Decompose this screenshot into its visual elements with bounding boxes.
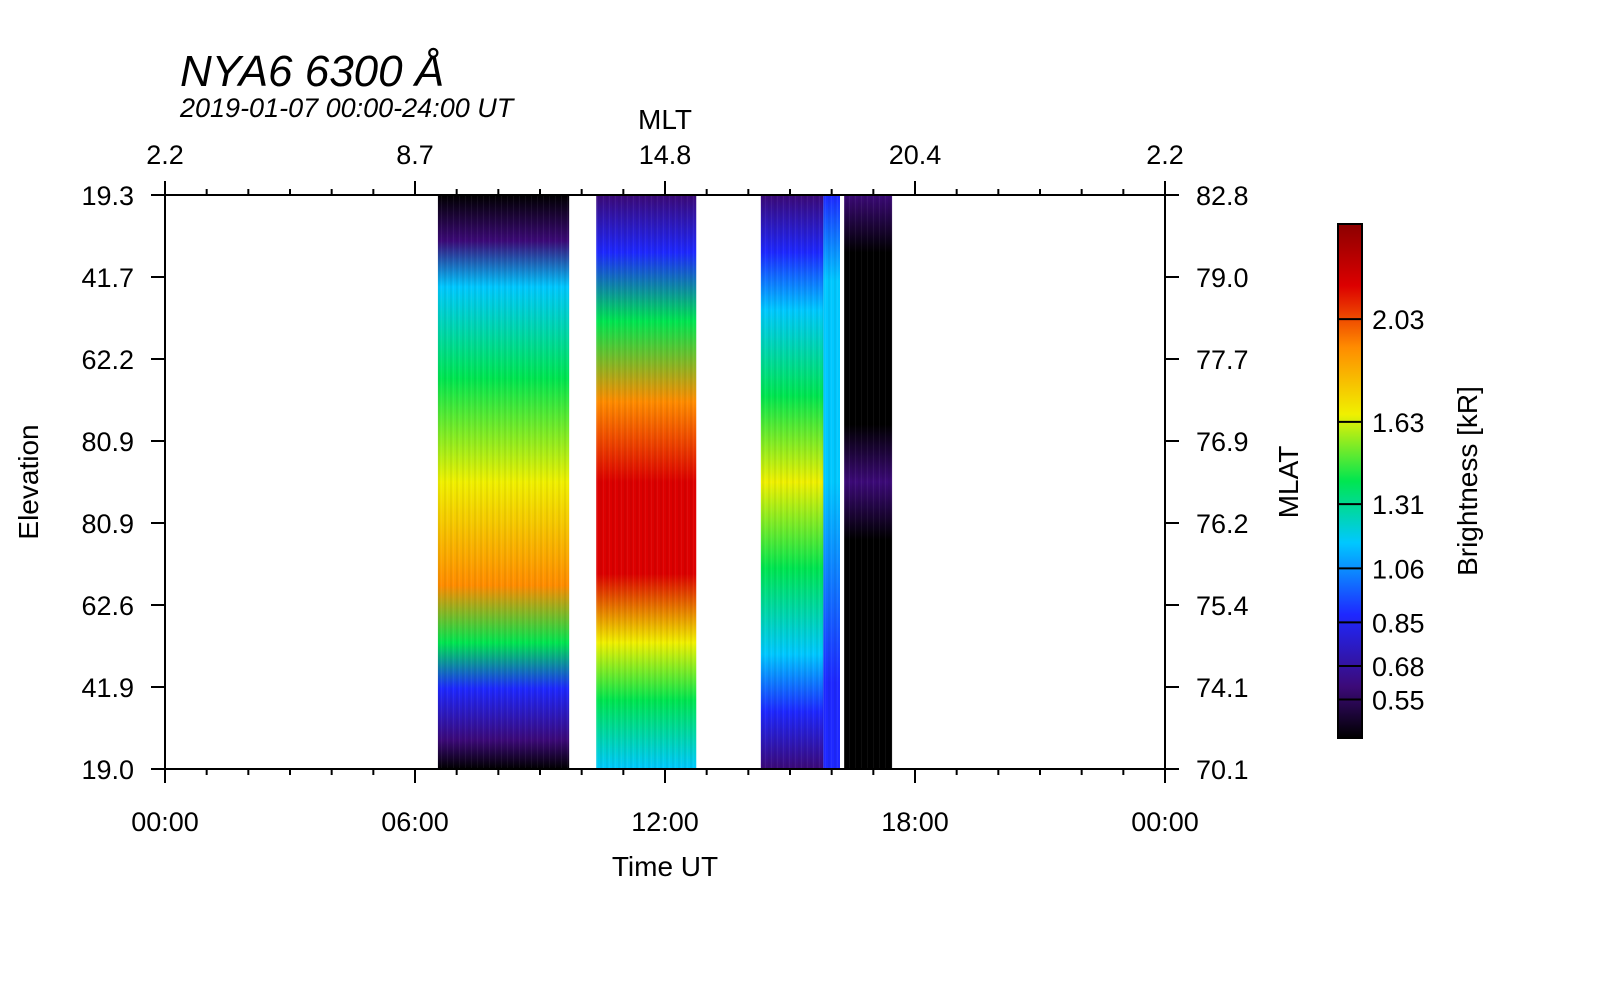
colorbar-label: Brightness [kR]: [1452, 386, 1483, 576]
x-tick-label: 12:00: [631, 807, 699, 837]
x-tick-label: 00:00: [1131, 807, 1199, 837]
colorbar-tick-label: 2.03: [1372, 305, 1425, 335]
plot-area: [164, 194, 1166, 770]
x2-tick-label: 14.8: [639, 140, 692, 170]
colorbar-ticks: 2.03 1.63 1.31 1.06 0.85 0.680.55: [1338, 305, 1425, 715]
brightness-segments: [437, 195, 893, 769]
colorbar-scale: [1337, 223, 1363, 739]
y2-tick-label: 74.1: [1196, 673, 1249, 703]
colorbar-tick-label: 0.85: [1372, 608, 1425, 638]
x-tick-label: 06:00: [381, 807, 449, 837]
y-axis-ticks: 19.3 82.8 41.7 79.0 62.2 77.7 80.9 76.9 80.9 76.2…: [81, 181, 1248, 785]
y-axis-label: Elevation: [13, 424, 44, 539]
segment-texture: [760, 195, 824, 769]
chart-subtitle: 2019-01-07 00:00-24:00 UT: [179, 93, 516, 123]
y-tick-label: 62.2: [81, 345, 134, 375]
y2-tick-label: 70.1: [1196, 755, 1249, 785]
y-tick-label: 80.9: [81, 509, 134, 539]
x2-axis-label: MLT: [638, 104, 692, 135]
y2-tick-label: 82.8: [1196, 181, 1249, 211]
y-tick-label: 41.7: [81, 263, 134, 293]
y-tick-label: 62.6: [81, 591, 134, 621]
y2-tick-label: 76.2: [1196, 509, 1249, 539]
colorbar-tick-label: 0.55: [1372, 685, 1425, 715]
y-tick-label: 41.9: [81, 673, 134, 703]
chart-title: NYA6 6300 Å: [180, 47, 444, 96]
x-axis-label: Time UT: [612, 851, 718, 882]
colorbar-tick-label: 1.63: [1372, 408, 1425, 438]
segment-texture: [596, 195, 697, 769]
y-tick-label: 19.3: [81, 181, 134, 211]
x2-tick-label: 20.4: [889, 140, 942, 170]
y-tick-label: 80.9: [81, 427, 134, 457]
y2-tick-label: 77.7: [1196, 345, 1249, 375]
x2-tick-label: 2.2: [146, 140, 184, 170]
x-tick-label: 00:00: [131, 807, 199, 837]
y2-tick-label: 75.4: [1196, 591, 1249, 621]
colorbar-tick-label: 1.06: [1372, 554, 1425, 584]
x2-tick-label: 8.7: [396, 140, 434, 170]
segment-texture: [823, 195, 840, 769]
y2-tick-label: 79.0: [1196, 263, 1249, 293]
y2-axis-label: MLAT: [1273, 446, 1304, 519]
colorbar-tick-label: 0.68: [1372, 652, 1425, 682]
x-tick-label: 18:00: [881, 807, 949, 837]
x-axis-ticks: 00:00 06:00 12:00 18:00 00:00 2.2 8.7 14.8 20.4 2…: [131, 140, 1199, 837]
x2-tick-label: 2.2: [1146, 140, 1184, 170]
segment-texture: [844, 195, 893, 769]
y2-tick-label: 76.9: [1196, 427, 1249, 457]
y-tick-label: 19.0: [81, 755, 134, 785]
colorbar-tick-label: 1.31: [1372, 490, 1425, 520]
segment-texture: [437, 195, 570, 769]
colorbar: 2.03 1.63 1.31 1.06 0.85 0.680.55 Brightness …: [1337, 223, 1483, 739]
